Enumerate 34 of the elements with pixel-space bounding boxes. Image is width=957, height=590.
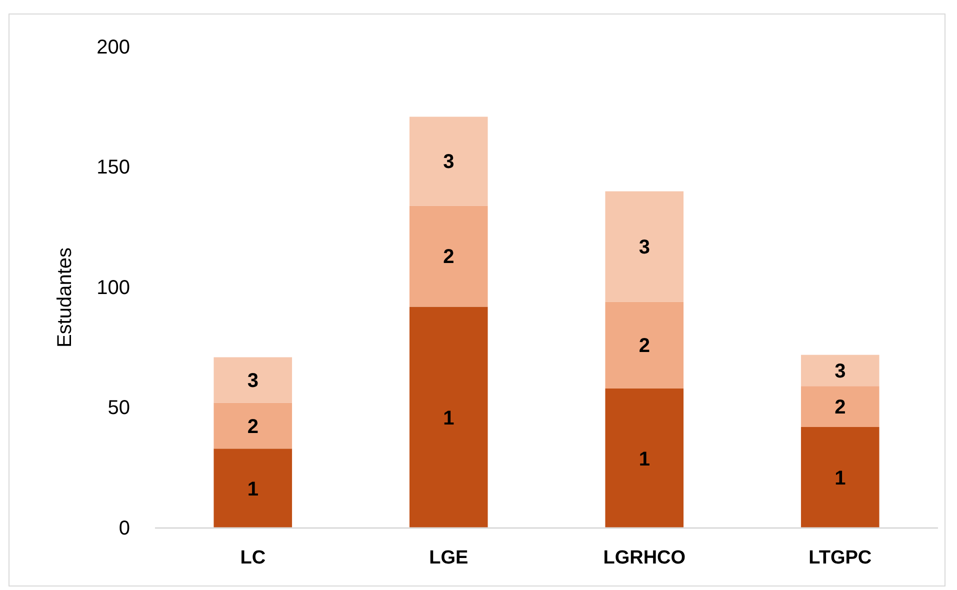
y-tick-label: 200: [96, 36, 130, 58]
bar: [605, 302, 684, 389]
bar: [800, 426, 880, 528]
bar: [605, 191, 684, 302]
series-label: 3: [834, 360, 846, 382]
text: 3: [638, 236, 650, 259]
text: 1: [443, 407, 454, 430]
bar: [800, 354, 880, 386]
y-tick-label: 50: [108, 397, 130, 420]
text: 1: [638, 448, 650, 470]
text: 3: [247, 370, 258, 392]
y-tick-label: 100: [96, 276, 130, 299]
bar: [214, 448, 292, 528]
x-tick-label: LGRHCO: [603, 547, 686, 568]
series-label: 1: [247, 478, 258, 500]
text: 2: [443, 246, 454, 268]
bar: [409, 306, 488, 528]
bar: [800, 386, 880, 427]
x-tick-label: LGE: [429, 547, 468, 568]
bar: [214, 357, 292, 403]
x-tick-label: LC: [240, 547, 266, 568]
y-tick-label: 150: [96, 156, 130, 179]
bar: [409, 206, 488, 307]
bar: [214, 402, 292, 449]
text: 2: [638, 335, 650, 358]
text: 3: [443, 151, 454, 174]
bar: [605, 388, 684, 528]
text: 1: [834, 467, 846, 490]
text: 2: [247, 416, 258, 438]
x-tick-label: LTGPC: [808, 547, 872, 568]
series-label: 2: [834, 396, 846, 419]
y-tick-label: 0: [118, 517, 130, 540]
bar: [409, 116, 488, 206]
y-axis-title: Estudantes: [54, 247, 76, 348]
